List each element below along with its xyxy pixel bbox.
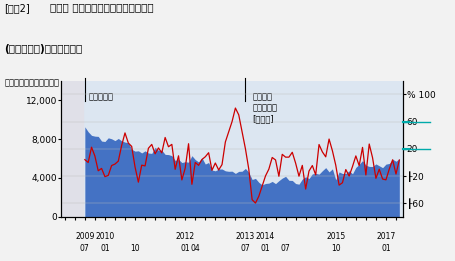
- Bar: [61, 81, 83, 217]
- Text: 01: 01: [180, 244, 190, 253]
- Text: 2014: 2014: [256, 232, 275, 241]
- Text: 2013: 2013: [236, 232, 255, 241]
- Text: 出所：不動産経済研究所: 出所：不動産経済研究所: [5, 78, 60, 87]
- Text: 07: 07: [80, 244, 90, 253]
- Text: 2017: 2017: [376, 232, 395, 241]
- Text: 首都圏 分譲マンション新規販売戸数: 首都圏 分譲マンション新規販売戸数: [50, 3, 154, 13]
- Text: 07: 07: [281, 244, 290, 253]
- Text: (前年同月比)と販売在庫数: (前年同月比)と販売在庫数: [5, 44, 83, 54]
- Text: 10: 10: [331, 244, 341, 253]
- Text: [図表2]: [図表2]: [5, 3, 30, 13]
- Text: 2015: 2015: [326, 232, 345, 241]
- Text: 10: 10: [130, 244, 140, 253]
- Text: 07: 07: [241, 244, 250, 253]
- Text: 01: 01: [381, 244, 391, 253]
- Text: 販売在庫数: 販売在庫数: [88, 93, 113, 102]
- Text: 01: 01: [261, 244, 270, 253]
- Text: 2009: 2009: [75, 232, 95, 241]
- Text: 04: 04: [190, 244, 200, 253]
- Text: 2012: 2012: [176, 232, 195, 241]
- Text: 01: 01: [100, 244, 110, 253]
- Text: 2010: 2010: [95, 232, 115, 241]
- Text: 販売戸数
前年同月比
[右目盛]: 販売戸数 前年同月比 [右目盛]: [252, 93, 277, 124]
